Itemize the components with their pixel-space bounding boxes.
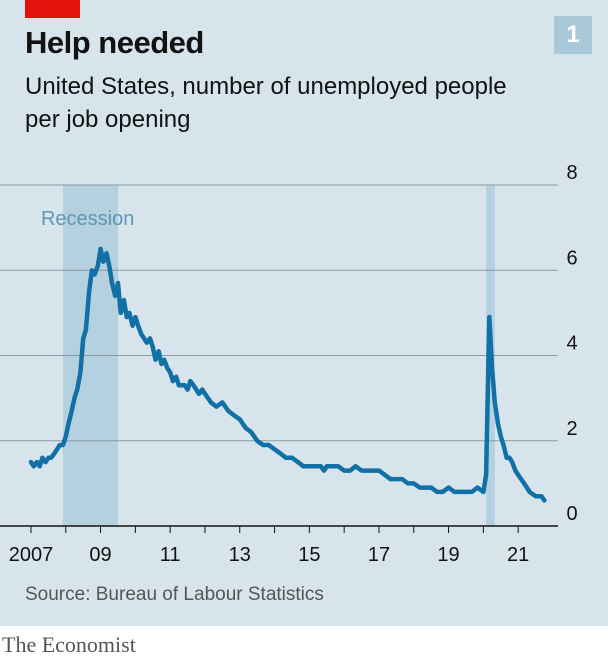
y-tick-label: 4 bbox=[566, 333, 577, 355]
y-tick-label: 0 bbox=[566, 503, 577, 525]
chart-subtitle: United States, number of unemployed peop… bbox=[25, 73, 507, 133]
x-tick-label: 09 bbox=[89, 544, 111, 566]
series-line bbox=[28, 246, 547, 503]
chart-number-badge: 1 bbox=[554, 16, 592, 54]
x-tick-label: 13 bbox=[229, 544, 251, 566]
brand-red-tag bbox=[25, 0, 80, 18]
y-tick-label: 8 bbox=[566, 162, 577, 184]
source-note: Source: Bureau of Labour Statistics bbox=[25, 584, 324, 605]
line-chart: Recession 0 2 4 6 8 2007 09 11 13 15 17 19 21 bbox=[0, 162, 578, 566]
publisher-wordmark: The Economist bbox=[2, 632, 136, 657]
y-tick-label: 6 bbox=[566, 247, 577, 269]
recession-label: Recession bbox=[41, 208, 134, 230]
x-tick-label: 2007 bbox=[9, 544, 54, 566]
y-tick-label: 2 bbox=[566, 418, 577, 440]
x-tick-label: 19 bbox=[437, 544, 459, 566]
chart-title: Help needed bbox=[25, 25, 204, 60]
x-tick-label: 21 bbox=[507, 544, 529, 566]
x-tick-label: 17 bbox=[368, 544, 390, 566]
x-tick-label: 15 bbox=[298, 544, 320, 566]
x-tick-label: 11 bbox=[160, 544, 181, 566]
